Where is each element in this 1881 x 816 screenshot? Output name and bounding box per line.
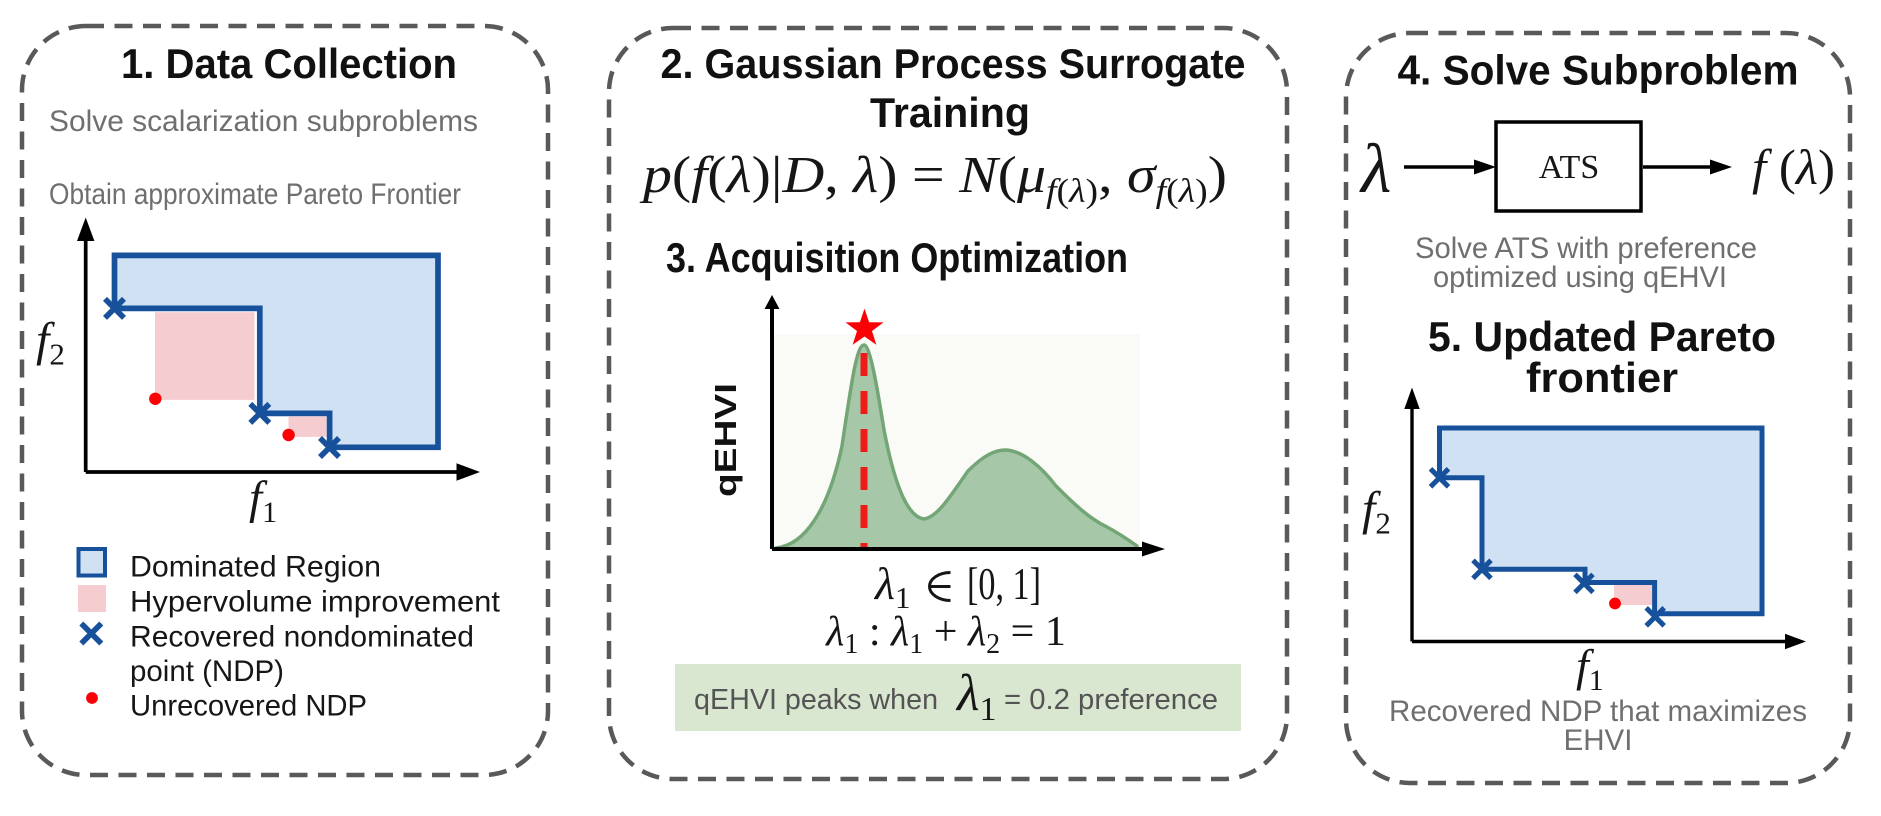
svg-text:p(f(λ)|D, λ) = N(μf(λ), σf(λ)): p(f(λ)|D, λ) = N(μf(λ), σf(λ)) [639,147,1227,210]
svg-text:EHVI: EHVI [1564,724,1633,757]
svg-text:Recovered nondominated: Recovered nondominated [130,621,474,654]
svg-text:f2: f2 [1362,483,1391,541]
svg-text:f1: f1 [1576,640,1604,697]
svg-text:λ1 : λ1 + λ2 = 1: λ1 : λ1 + λ2 = 1 [824,609,1066,660]
svg-text:2. Gaussian Process Surrogate: 2. Gaussian Process Surrogate [661,40,1246,87]
svg-text:3. Acquisition Optimization: 3. Acquisition Optimization [666,234,1128,281]
svg-text:qEHVI: qEHVI [708,383,743,497]
svg-text:4. Solve Subproblem: 4. Solve Subproblem [1398,47,1799,94]
svg-text:Unrecovered NDP: Unrecovered NDP [130,690,367,723]
svg-text:qEHVI peaks when: qEHVI peaks when [694,684,946,716]
svg-text:Recovered NDP that maximizes: Recovered NDP that maximizes [1389,695,1807,728]
svg-text:λ1: λ1 [873,558,910,615]
svg-text:= 0.2 preference: = 0.2 preference [1004,684,1218,716]
svg-text:Training: Training [870,89,1030,136]
svg-text:Hypervolume improvement: Hypervolume improvement [130,586,500,619]
svg-text:Obtain approximate Pareto Fron: Obtain approximate Pareto Frontier [49,178,461,211]
svg-text:Solve ATS with preference: Solve ATS with preference [1415,232,1757,265]
svg-text:λ: λ [1359,131,1391,208]
svg-text:optimized using qEHVI: optimized using qEHVI [1433,261,1727,294]
svg-text:f2: f2 [36,314,65,372]
svg-text:Solve scalarization subproblem: Solve scalarization subproblems [49,105,478,138]
svg-text:f (λ): f (λ) [1752,139,1835,195]
svg-text:[0, 1]: [0, 1] [967,558,1041,609]
svg-text:Dominated Region: Dominated Region [130,551,381,584]
svg-text:f1: f1 [249,472,277,529]
svg-text:1. Data Collection: 1. Data Collection [121,40,457,87]
svg-text:frontier: frontier [1526,354,1678,401]
svg-text:ATS: ATS [1539,149,1599,186]
svg-text:point (NDP): point (NDP) [130,655,284,688]
svg-text:5. Updated Pareto: 5. Updated Pareto [1428,313,1776,360]
